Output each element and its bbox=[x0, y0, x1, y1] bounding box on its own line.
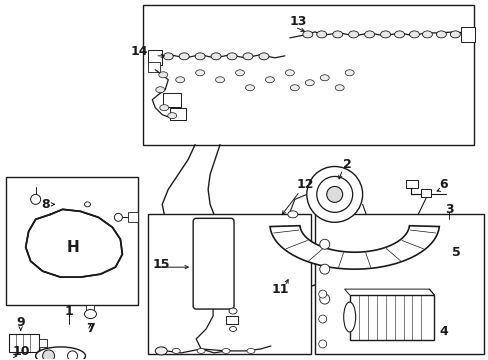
Ellipse shape bbox=[422, 31, 431, 38]
Ellipse shape bbox=[320, 75, 328, 81]
Text: 1: 1 bbox=[64, 305, 73, 318]
Text: 13: 13 bbox=[289, 15, 306, 28]
Text: H: H bbox=[66, 240, 79, 255]
Text: 6: 6 bbox=[438, 178, 447, 191]
Circle shape bbox=[319, 264, 329, 274]
Bar bbox=[39, 339, 46, 347]
Text: 2: 2 bbox=[343, 158, 351, 171]
Bar bbox=[225, 316, 238, 324]
Ellipse shape bbox=[229, 327, 236, 332]
Ellipse shape bbox=[343, 302, 355, 332]
Text: 4: 4 bbox=[439, 325, 447, 338]
Ellipse shape bbox=[287, 211, 297, 218]
Bar bbox=[328, 212, 340, 222]
Circle shape bbox=[319, 239, 329, 249]
Circle shape bbox=[316, 176, 352, 212]
Ellipse shape bbox=[84, 202, 90, 207]
Circle shape bbox=[114, 213, 122, 221]
Circle shape bbox=[306, 166, 362, 222]
Ellipse shape bbox=[197, 348, 204, 354]
Bar bbox=[148, 62, 160, 72]
Ellipse shape bbox=[195, 70, 204, 76]
Ellipse shape bbox=[408, 31, 419, 38]
Circle shape bbox=[318, 290, 326, 298]
Circle shape bbox=[42, 350, 55, 360]
Ellipse shape bbox=[160, 105, 168, 111]
Ellipse shape bbox=[332, 31, 342, 38]
Ellipse shape bbox=[159, 72, 167, 78]
Text: 10: 10 bbox=[13, 345, 30, 359]
Ellipse shape bbox=[285, 70, 294, 76]
Bar bbox=[128, 212, 138, 222]
Circle shape bbox=[319, 294, 329, 304]
Ellipse shape bbox=[335, 85, 344, 91]
Text: 3: 3 bbox=[444, 203, 453, 216]
Ellipse shape bbox=[179, 53, 189, 60]
Ellipse shape bbox=[345, 70, 353, 76]
Circle shape bbox=[31, 194, 41, 204]
Ellipse shape bbox=[211, 53, 221, 60]
Text: 14: 14 bbox=[130, 45, 148, 58]
Text: 5: 5 bbox=[451, 246, 460, 259]
Ellipse shape bbox=[222, 348, 229, 354]
Text: 12: 12 bbox=[295, 178, 313, 191]
Ellipse shape bbox=[243, 53, 252, 60]
Bar bbox=[460, 27, 474, 42]
Ellipse shape bbox=[259, 53, 268, 60]
Circle shape bbox=[67, 351, 78, 360]
FancyBboxPatch shape bbox=[193, 218, 234, 309]
Bar bbox=[56, 199, 73, 210]
Ellipse shape bbox=[394, 31, 404, 38]
Bar bbox=[148, 50, 162, 65]
Ellipse shape bbox=[364, 31, 374, 38]
Ellipse shape bbox=[290, 85, 299, 91]
Ellipse shape bbox=[348, 31, 358, 38]
Ellipse shape bbox=[215, 77, 224, 83]
Ellipse shape bbox=[435, 31, 446, 38]
Bar bbox=[349, 295, 433, 340]
Circle shape bbox=[318, 315, 326, 323]
Ellipse shape bbox=[246, 348, 254, 354]
Bar bbox=[148, 214, 310, 354]
Ellipse shape bbox=[235, 70, 244, 76]
Ellipse shape bbox=[305, 80, 314, 86]
Bar bbox=[163, 93, 181, 107]
Ellipse shape bbox=[155, 347, 167, 355]
Ellipse shape bbox=[245, 85, 254, 91]
Text: 9: 9 bbox=[16, 315, 25, 329]
Bar bbox=[86, 305, 94, 313]
Polygon shape bbox=[26, 210, 122, 277]
Ellipse shape bbox=[316, 31, 326, 38]
Text: 15: 15 bbox=[152, 258, 169, 271]
Ellipse shape bbox=[175, 77, 184, 83]
Ellipse shape bbox=[36, 347, 85, 360]
Ellipse shape bbox=[172, 348, 180, 354]
Text: 7: 7 bbox=[86, 323, 95, 336]
Ellipse shape bbox=[167, 113, 176, 119]
Ellipse shape bbox=[302, 31, 312, 38]
Bar bbox=[9, 334, 39, 352]
Ellipse shape bbox=[226, 53, 237, 60]
Ellipse shape bbox=[449, 31, 459, 38]
Ellipse shape bbox=[163, 53, 173, 60]
Circle shape bbox=[326, 186, 342, 202]
Ellipse shape bbox=[228, 308, 237, 314]
Polygon shape bbox=[269, 226, 438, 269]
Bar bbox=[170, 108, 186, 120]
Ellipse shape bbox=[265, 77, 274, 83]
Ellipse shape bbox=[84, 310, 96, 319]
Ellipse shape bbox=[195, 53, 204, 60]
Bar bbox=[382, 250, 392, 272]
Text: 11: 11 bbox=[270, 283, 288, 296]
Ellipse shape bbox=[156, 87, 164, 93]
Circle shape bbox=[318, 340, 326, 348]
Bar bbox=[314, 214, 483, 354]
Bar bbox=[143, 5, 473, 145]
Text: 8: 8 bbox=[41, 198, 49, 211]
Bar bbox=[6, 177, 138, 305]
Bar bbox=[421, 189, 430, 197]
Ellipse shape bbox=[380, 31, 390, 38]
Bar bbox=[392, 242, 447, 280]
Bar bbox=[406, 180, 418, 188]
